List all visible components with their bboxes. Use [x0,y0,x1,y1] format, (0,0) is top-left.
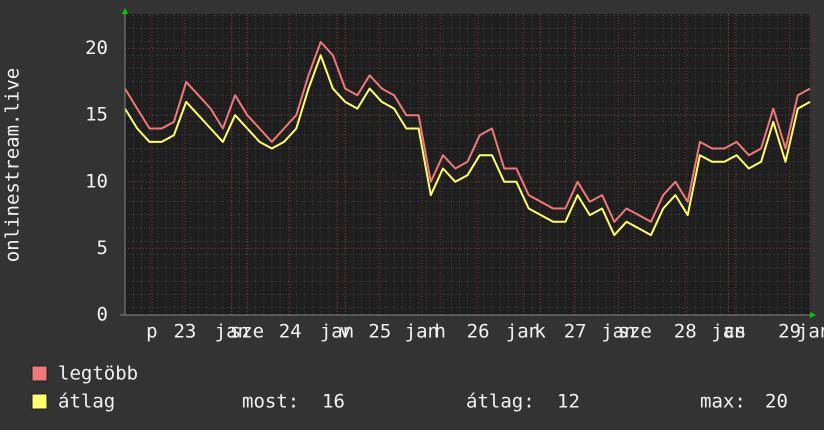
series-line [124,41,811,223]
stat-value: 20 [765,391,788,413]
x-tick-label: h [434,321,445,343]
y-axis-arrow [122,8,128,14]
x-tick-label: jan [601,321,635,343]
x-tick-label: jan [711,321,745,343]
x-tick-label: jan [797,321,824,343]
series-line [124,54,811,237]
x-tick-label: cs [724,321,747,343]
x-tick-label: k [534,321,546,343]
x-tick-label: jan [215,321,249,343]
legend-label: legtöbb [58,363,138,385]
stat-value: 16 [322,391,345,413]
y-tick-label: 0 [97,304,108,326]
legend: legtöbb átlag most: 16 átlag: 12 max: 20 [31,363,788,413]
x-tick-label: v [339,321,350,343]
x-tick-label: 29 [778,321,801,343]
lines [124,41,811,237]
y-tick-label: 15 [85,104,108,126]
y-tick-label: 20 [85,37,108,59]
y-tick-label: 10 [85,170,108,192]
x-tick-label: p [146,321,157,343]
stat-value: 12 [557,391,580,413]
x-tick-label: jan [405,321,439,343]
grid [125,14,815,316]
minor-grid [125,14,810,315]
y-tick-label: 5 [97,237,108,259]
x-tick-label: 23 [173,321,196,343]
legend-label: átlag [58,391,115,413]
stat-label: most: [242,391,299,413]
legend-swatch [31,365,48,382]
stat-label: max: [700,391,746,413]
x-tick-label: jan [320,321,354,343]
legend-swatch [31,393,48,410]
x-tick-label: sze [618,321,652,343]
x-axis-arrow [810,312,816,318]
x-tick-label: jan [506,321,540,343]
x-tick-label: 28 [674,321,697,343]
x-tick-label: 25 [368,321,391,343]
x-tick-label: 24 [279,321,302,343]
x-tick-label: 26 [467,321,490,343]
x-tick-label: sze [230,321,264,343]
y-axis-label: onlinestream.live [2,68,24,262]
x-tick-label: 27 [564,321,587,343]
stat-label: átlag: [466,391,535,413]
